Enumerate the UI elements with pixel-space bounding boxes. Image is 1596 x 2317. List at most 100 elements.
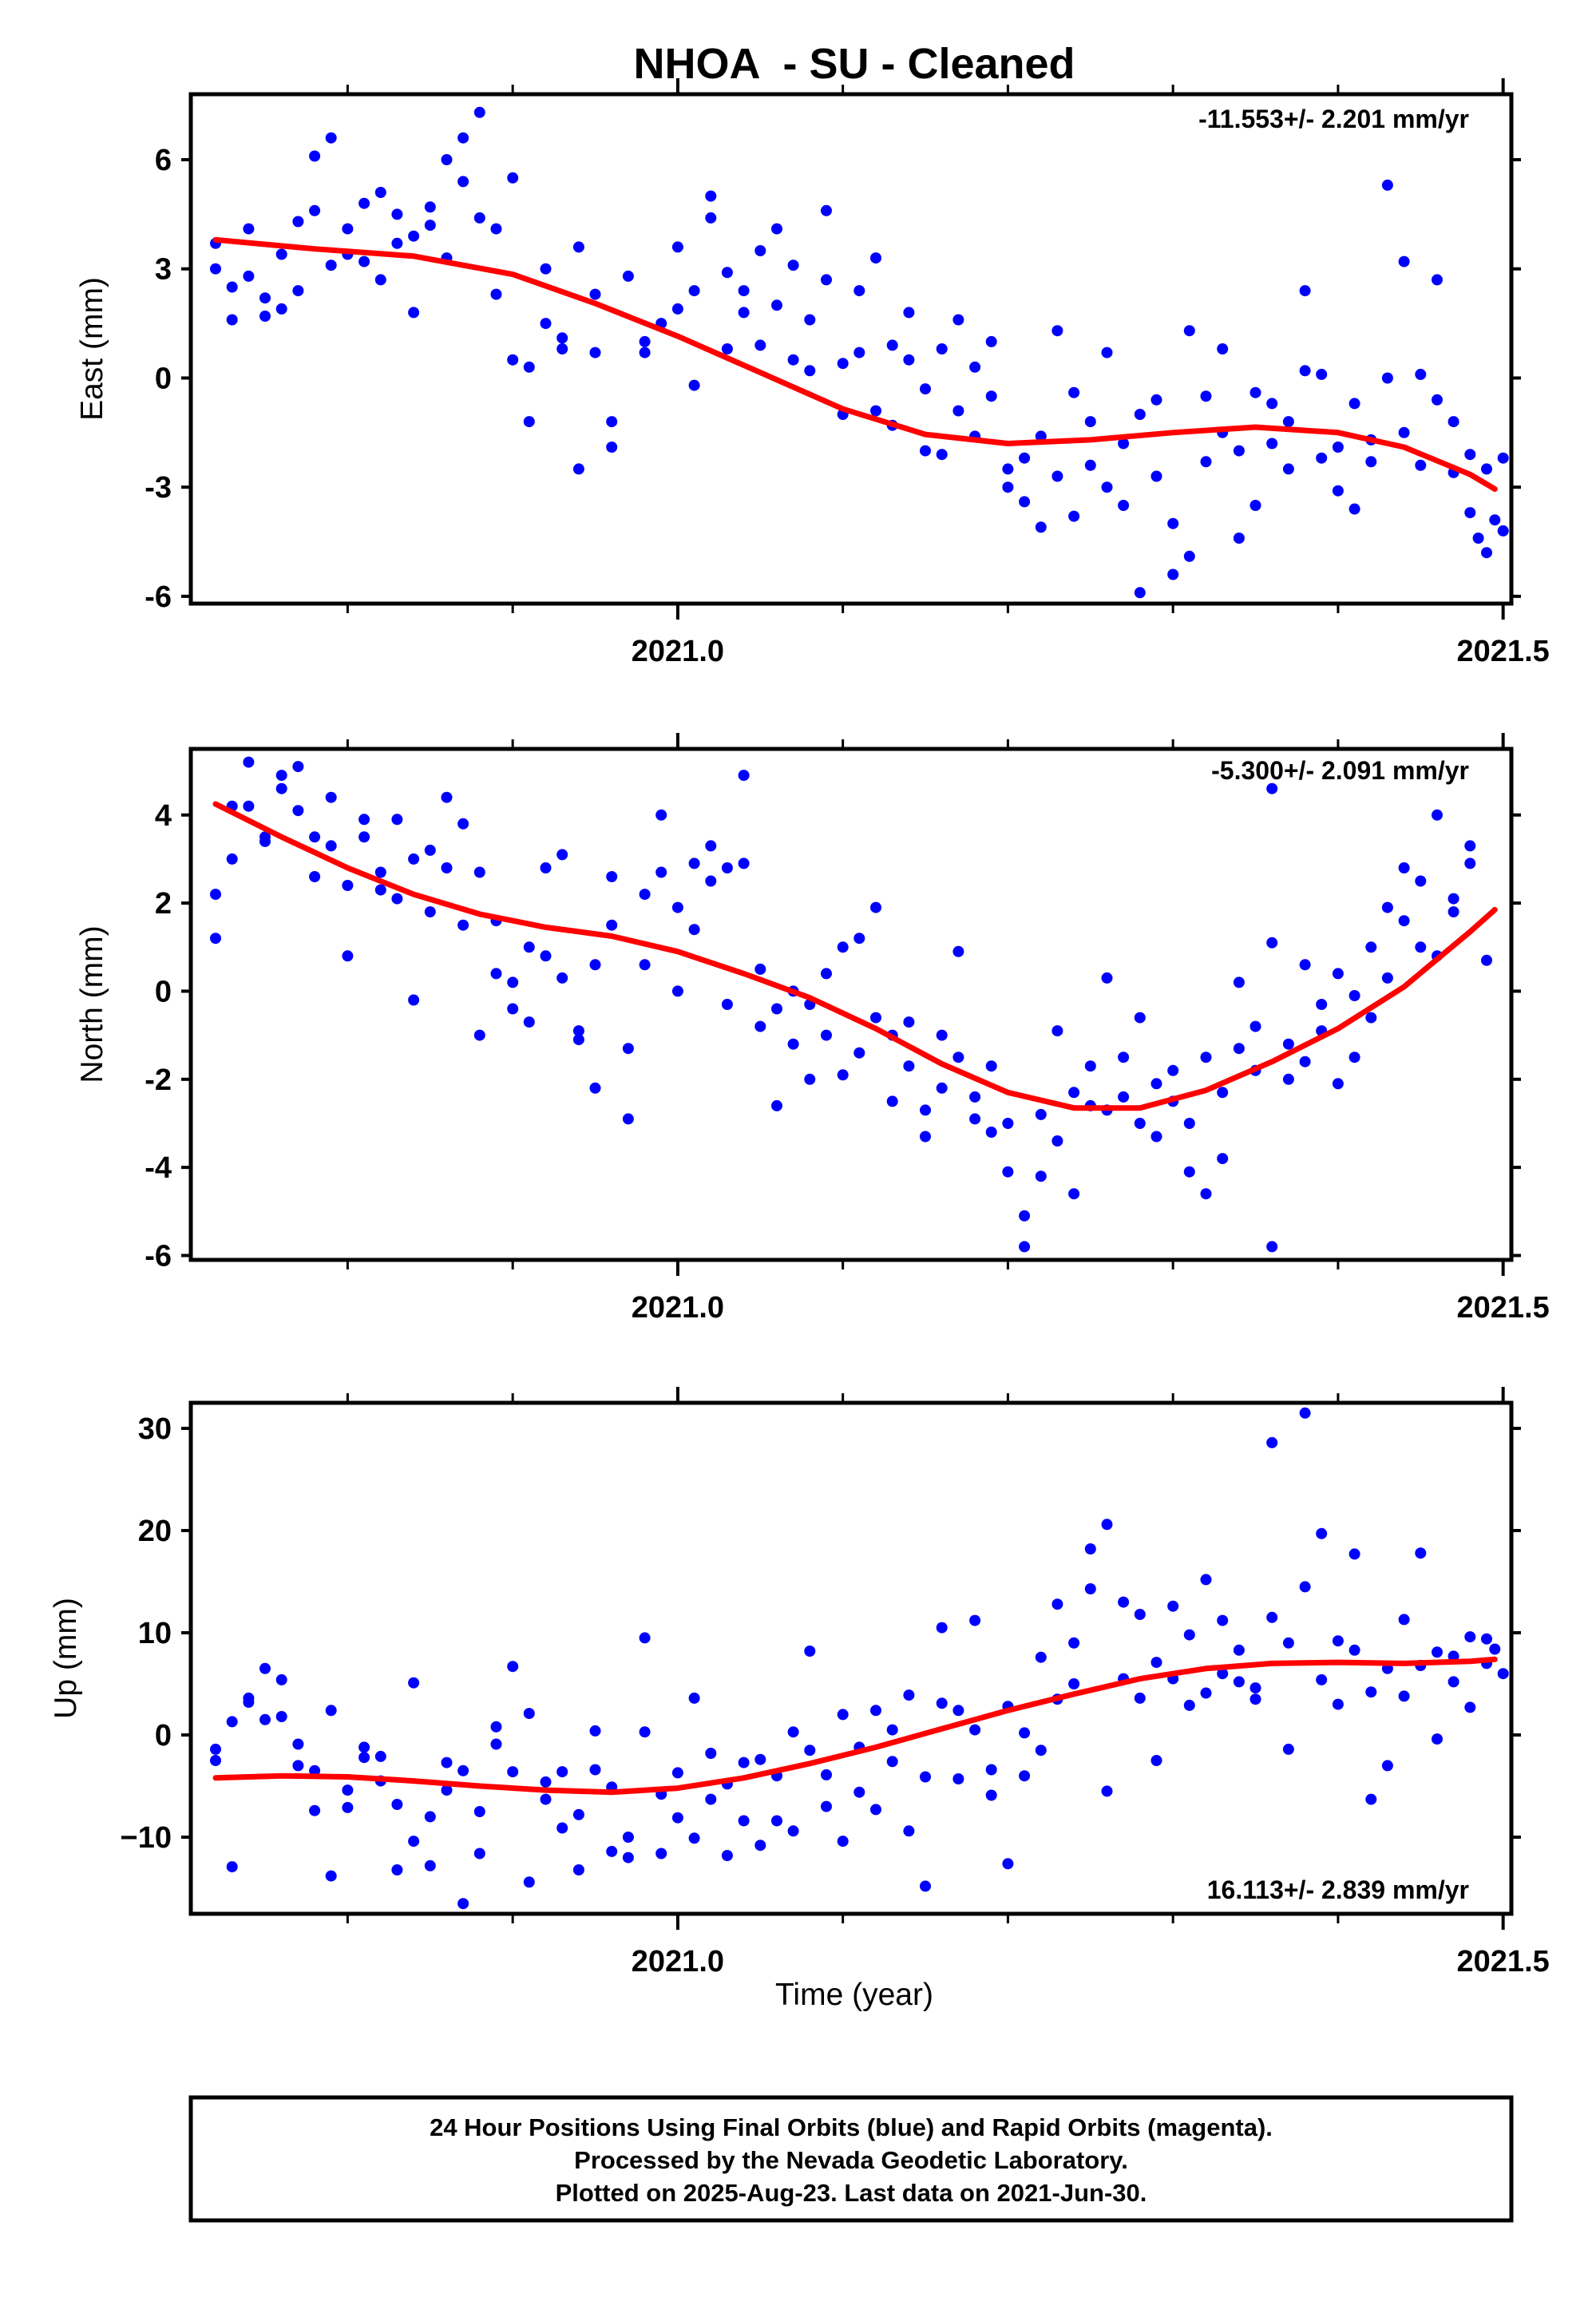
up-data-point: [391, 1864, 403, 1875]
east-data-point: [1282, 416, 1294, 428]
east-data-point: [358, 255, 370, 267]
east-data-point: [1002, 481, 1014, 493]
up-data-point: [804, 1745, 816, 1757]
north-data-point: [1217, 1087, 1229, 1099]
up-data-point: [1481, 1633, 1492, 1645]
east-data-point: [490, 288, 502, 300]
up-data-point: [688, 1832, 700, 1844]
up-data-point: [1332, 1635, 1344, 1647]
north-data-point: [936, 1029, 948, 1041]
up-data-point: [1332, 1698, 1344, 1710]
up-data-point: [540, 1793, 552, 1805]
east-data-point: [1299, 285, 1311, 297]
up-data-point: [837, 1709, 849, 1721]
up-data-point: [523, 1708, 535, 1720]
east-data-point: [1002, 463, 1014, 475]
north-data-point: [1118, 1091, 1130, 1103]
east-data-point: [473, 106, 485, 118]
east-data-point: [671, 241, 683, 253]
up-data-point: [952, 1705, 964, 1717]
up-fit-line: [212, 1656, 1498, 1796]
up-data-point: [1217, 1668, 1229, 1680]
north-data-point: [639, 889, 651, 901]
north-data-point: [936, 1082, 948, 1094]
north-data-point: [903, 1060, 915, 1072]
up-data-point: [325, 1705, 337, 1717]
north-data-point: [920, 1104, 931, 1116]
east-data-point: [408, 230, 420, 242]
chart-title: NHOA - SU - Cleaned: [633, 40, 1075, 88]
north-data-point: [1035, 1108, 1047, 1120]
north-data-point: [1332, 1078, 1344, 1090]
north-data-point: [721, 999, 733, 1010]
east-data-point: [804, 314, 816, 326]
footer-line-2: Processed by the Nevada Geodetic Laborat…: [574, 2146, 1128, 2174]
up-frame: [188, 1400, 1514, 1916]
east-data-point: [985, 390, 997, 402]
east-panel: -6 -3 0 3 6 2021.0 2021.5 East (mm) -11.553+/-…: [75, 78, 1550, 668]
north-data-point: [1134, 1118, 1146, 1129]
up-data-point: [259, 1713, 271, 1725]
up-data-point: [457, 1764, 469, 1776]
north-data-point: [391, 893, 403, 905]
up-data-point: [243, 1697, 255, 1708]
east-ytick-label: 0: [155, 362, 172, 395]
east-data-point: [441, 154, 453, 165]
north-data-point: [490, 968, 502, 980]
up-data-point: [457, 1898, 469, 1910]
east-data-point: [754, 245, 766, 256]
up-data-point: [1068, 1637, 1080, 1649]
east-data-point: [572, 241, 584, 253]
east-ytick-label: 6: [155, 144, 172, 177]
up-data-point: [1167, 1600, 1179, 1612]
east-frame: [188, 92, 1514, 606]
up-data-point: [342, 1801, 354, 1813]
east-data-point: [1266, 398, 1278, 410]
north-data-point: [622, 1043, 634, 1055]
east-data-point: [391, 208, 403, 220]
footer-box: [188, 2095, 1514, 2223]
east-data-point: [1118, 438, 1130, 450]
up-ytick-label: 0: [155, 1719, 172, 1753]
north-data-point: [1019, 1241, 1031, 1253]
up-data-point: [655, 1848, 667, 1860]
up-data-point: [639, 1632, 651, 1644]
north-panel: -6 -4 -2 0 2 4 2021.0 2021.5 North (mm) -5.300+…: [75, 733, 1550, 1325]
north-data-point: [1019, 1210, 1031, 1222]
up-panel: −10 0 10 20 30 2021.0 2021.5 Up (mm) 16.113+/-…: [49, 1387, 1550, 1978]
north-data-point: [804, 1073, 816, 1085]
east-data-point: [870, 252, 881, 264]
north-data-point: [821, 1029, 832, 1041]
up-ytick-label: −10: [121, 1821, 172, 1855]
east-data-point: [1299, 365, 1311, 377]
north-data-point: [523, 1016, 535, 1028]
north-data-point: [1481, 954, 1492, 966]
up-data-point: [1200, 1687, 1212, 1699]
east-data-point: [374, 187, 386, 198]
north-data-point: [342, 950, 354, 962]
east-data-point: [275, 303, 287, 315]
north-data-point: [507, 976, 519, 988]
east-data-point: [1084, 459, 1096, 471]
east-data-point: [1035, 521, 1047, 533]
east-data-point: [1183, 325, 1195, 337]
up-data-point: [1150, 1657, 1162, 1669]
up-data-point: [1249, 1693, 1261, 1705]
east-data-point: [886, 339, 898, 351]
north-data-point: [1464, 840, 1476, 852]
east-data-point: [1233, 533, 1245, 544]
up-data-point: [1183, 1629, 1195, 1641]
up-data-point: [1381, 1760, 1393, 1772]
north-data-point: [1200, 1052, 1212, 1063]
east-data-point: [325, 132, 337, 144]
up-data-point: [1282, 1743, 1294, 1755]
east-data-point: [1134, 587, 1146, 599]
north-data-point: [540, 862, 552, 873]
up-data-point: [556, 1822, 568, 1834]
east-data-point: [1249, 386, 1261, 398]
east-data-point: [408, 307, 420, 319]
up-data-point: [1200, 1574, 1212, 1586]
up-data-point: [1068, 1678, 1080, 1689]
up-data-point: [1398, 1614, 1410, 1626]
